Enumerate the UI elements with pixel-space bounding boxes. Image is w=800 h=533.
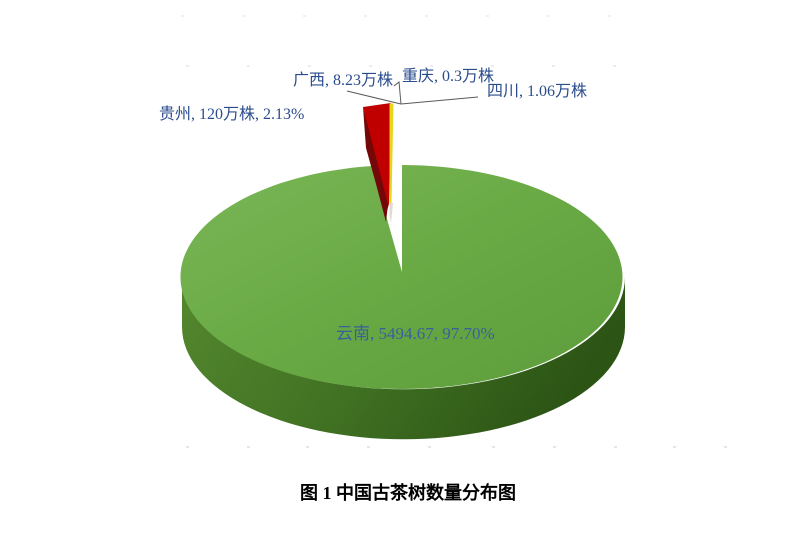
scan-artifact-dot <box>242 15 245 17</box>
slice-label-chongqing: 重庆, 0.3万株 <box>402 68 495 85</box>
scan-artifact-dot <box>308 65 311 67</box>
slice-label-guizhou: 贵州, 120万株, 2.13% <box>159 106 305 123</box>
scan-artifact-dot <box>428 446 431 448</box>
slice-label-yunnan: 云南, 5494.67, 97.70% <box>336 324 495 343</box>
scan-artifact-dot <box>486 15 489 17</box>
slice-label-sichuan: 四川, 1.06万株 <box>487 83 588 100</box>
scan-artifact-dot <box>614 446 617 448</box>
scan-artifact-dot <box>181 15 184 17</box>
scan-artifact-dot <box>613 65 616 67</box>
scan-artifact-dot <box>186 65 189 67</box>
scan-artifact-dot <box>247 446 250 448</box>
scan-artifact-dot <box>306 446 309 448</box>
slice-guizhou-side <box>363 107 388 222</box>
slice-label-guangxi: 广西, 8.23万株 <box>293 72 394 89</box>
scan-artifact-dot <box>547 15 550 17</box>
slice-guizhou-top <box>363 103 391 211</box>
scan-artifact-dot <box>186 446 189 448</box>
slice-yunnan-top <box>180 165 623 389</box>
scan-artifact-dot <box>367 446 370 448</box>
scan-artifact-dot <box>425 15 428 17</box>
scan-artifact-dot <box>491 65 494 67</box>
scan-artifact-dot <box>608 15 611 17</box>
slice-chongqing-sichuan-sliver <box>389 203 393 223</box>
scan-artifact-dot <box>553 446 556 448</box>
scan-artifact-dot <box>552 65 555 67</box>
scan-artifact-dot <box>492 446 495 448</box>
scan-artifact-dot <box>673 446 676 448</box>
slice-guangxi <box>389 103 394 203</box>
leader-line-guangxi <box>346 90 402 105</box>
figure-caption: 图 1 中国古茶树数量分布图 <box>300 483 516 503</box>
leader-line-sichuan <box>400 96 479 105</box>
scan-artifact-dot <box>303 15 306 17</box>
scan-artifact-dot <box>364 15 367 17</box>
scan-artifact-dot <box>724 446 727 448</box>
pie-side-face <box>182 277 625 440</box>
scan-artifact-dot <box>247 65 250 67</box>
scan-artifact-dot <box>369 65 372 67</box>
leader-line-chongqing <box>393 81 402 105</box>
scan-artifact-dot <box>430 65 433 67</box>
